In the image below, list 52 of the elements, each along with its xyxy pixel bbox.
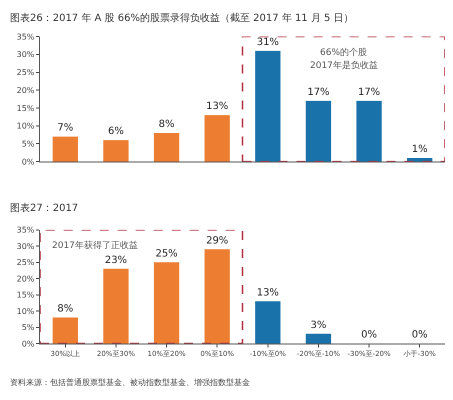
text: 资料来源：包括普通股票型基金、被动指数型基金、增强指数型基金: [10, 378, 250, 387]
data-label: 17%: [358, 86, 380, 98]
bar: [52, 136, 78, 162]
data-label: 6%: [108, 126, 124, 138]
y-tick-label: 0%: [22, 157, 35, 166]
chart-title: 图表26：2017 年 A 股 66%的股票录得负收益（截至 2017 年 11 月 5 日）: [10, 12, 354, 24]
bar: [306, 334, 332, 344]
data-label: 23%: [104, 254, 128, 266]
data-label: 8%: [158, 119, 175, 130]
y-tick-label: 10%: [16, 122, 35, 131]
y-tick-label: 25%: [16, 68, 35, 78]
y-tick-label: 15%: [16, 290, 35, 300]
annotation: 2017年是负收益: [310, 60, 378, 71]
data-label: 13%: [206, 101, 228, 112]
y-tick-label: 30%: [16, 242, 35, 251]
bar: [356, 100, 382, 162]
y-tick-label: 5%: [22, 323, 35, 332]
y-tick-label: 15%: [16, 104, 35, 113]
bar: [52, 318, 78, 344]
y-tick-label: 35%: [16, 226, 35, 235]
y-tick-label: 0%: [22, 339, 35, 348]
data-label: 8%: [57, 304, 74, 315]
data-label: 17%: [307, 86, 330, 98]
data-label: 0%: [361, 330, 378, 341]
y-tick-label: 20%: [16, 86, 35, 95]
data-label: 29%: [206, 235, 228, 246]
y-tick-label: 35%: [16, 32, 35, 42]
data-label: 25%: [155, 248, 178, 260]
y-tick-label: 5%: [22, 140, 35, 149]
y-tick-label: 25%: [16, 258, 35, 268]
y-tick-label: 20%: [16, 274, 35, 284]
bar: [204, 115, 230, 162]
annotation: 66%的个股: [320, 47, 368, 58]
data-label: 13%: [256, 287, 279, 298]
bar: [255, 50, 280, 162]
annotation: 2017年获得了正收益: [52, 240, 138, 251]
y-tick-label: 10%: [16, 306, 35, 316]
bar: [306, 100, 332, 162]
data-label: 3%: [310, 320, 326, 331]
bar: [154, 262, 180, 344]
bar: [154, 133, 180, 162]
bar: [103, 268, 129, 344]
bar: [407, 158, 432, 162]
chart-title: 图表27：2017: [10, 202, 78, 214]
bar: [204, 249, 230, 344]
bar: [255, 301, 280, 344]
data-label: 7%: [57, 122, 74, 134]
bar: [103, 140, 129, 162]
data-label: 31%: [256, 36, 279, 48]
data-label: 1%: [412, 144, 428, 156]
data-label: 0%: [412, 330, 428, 341]
y-tick-label: 30%: [16, 50, 35, 60]
